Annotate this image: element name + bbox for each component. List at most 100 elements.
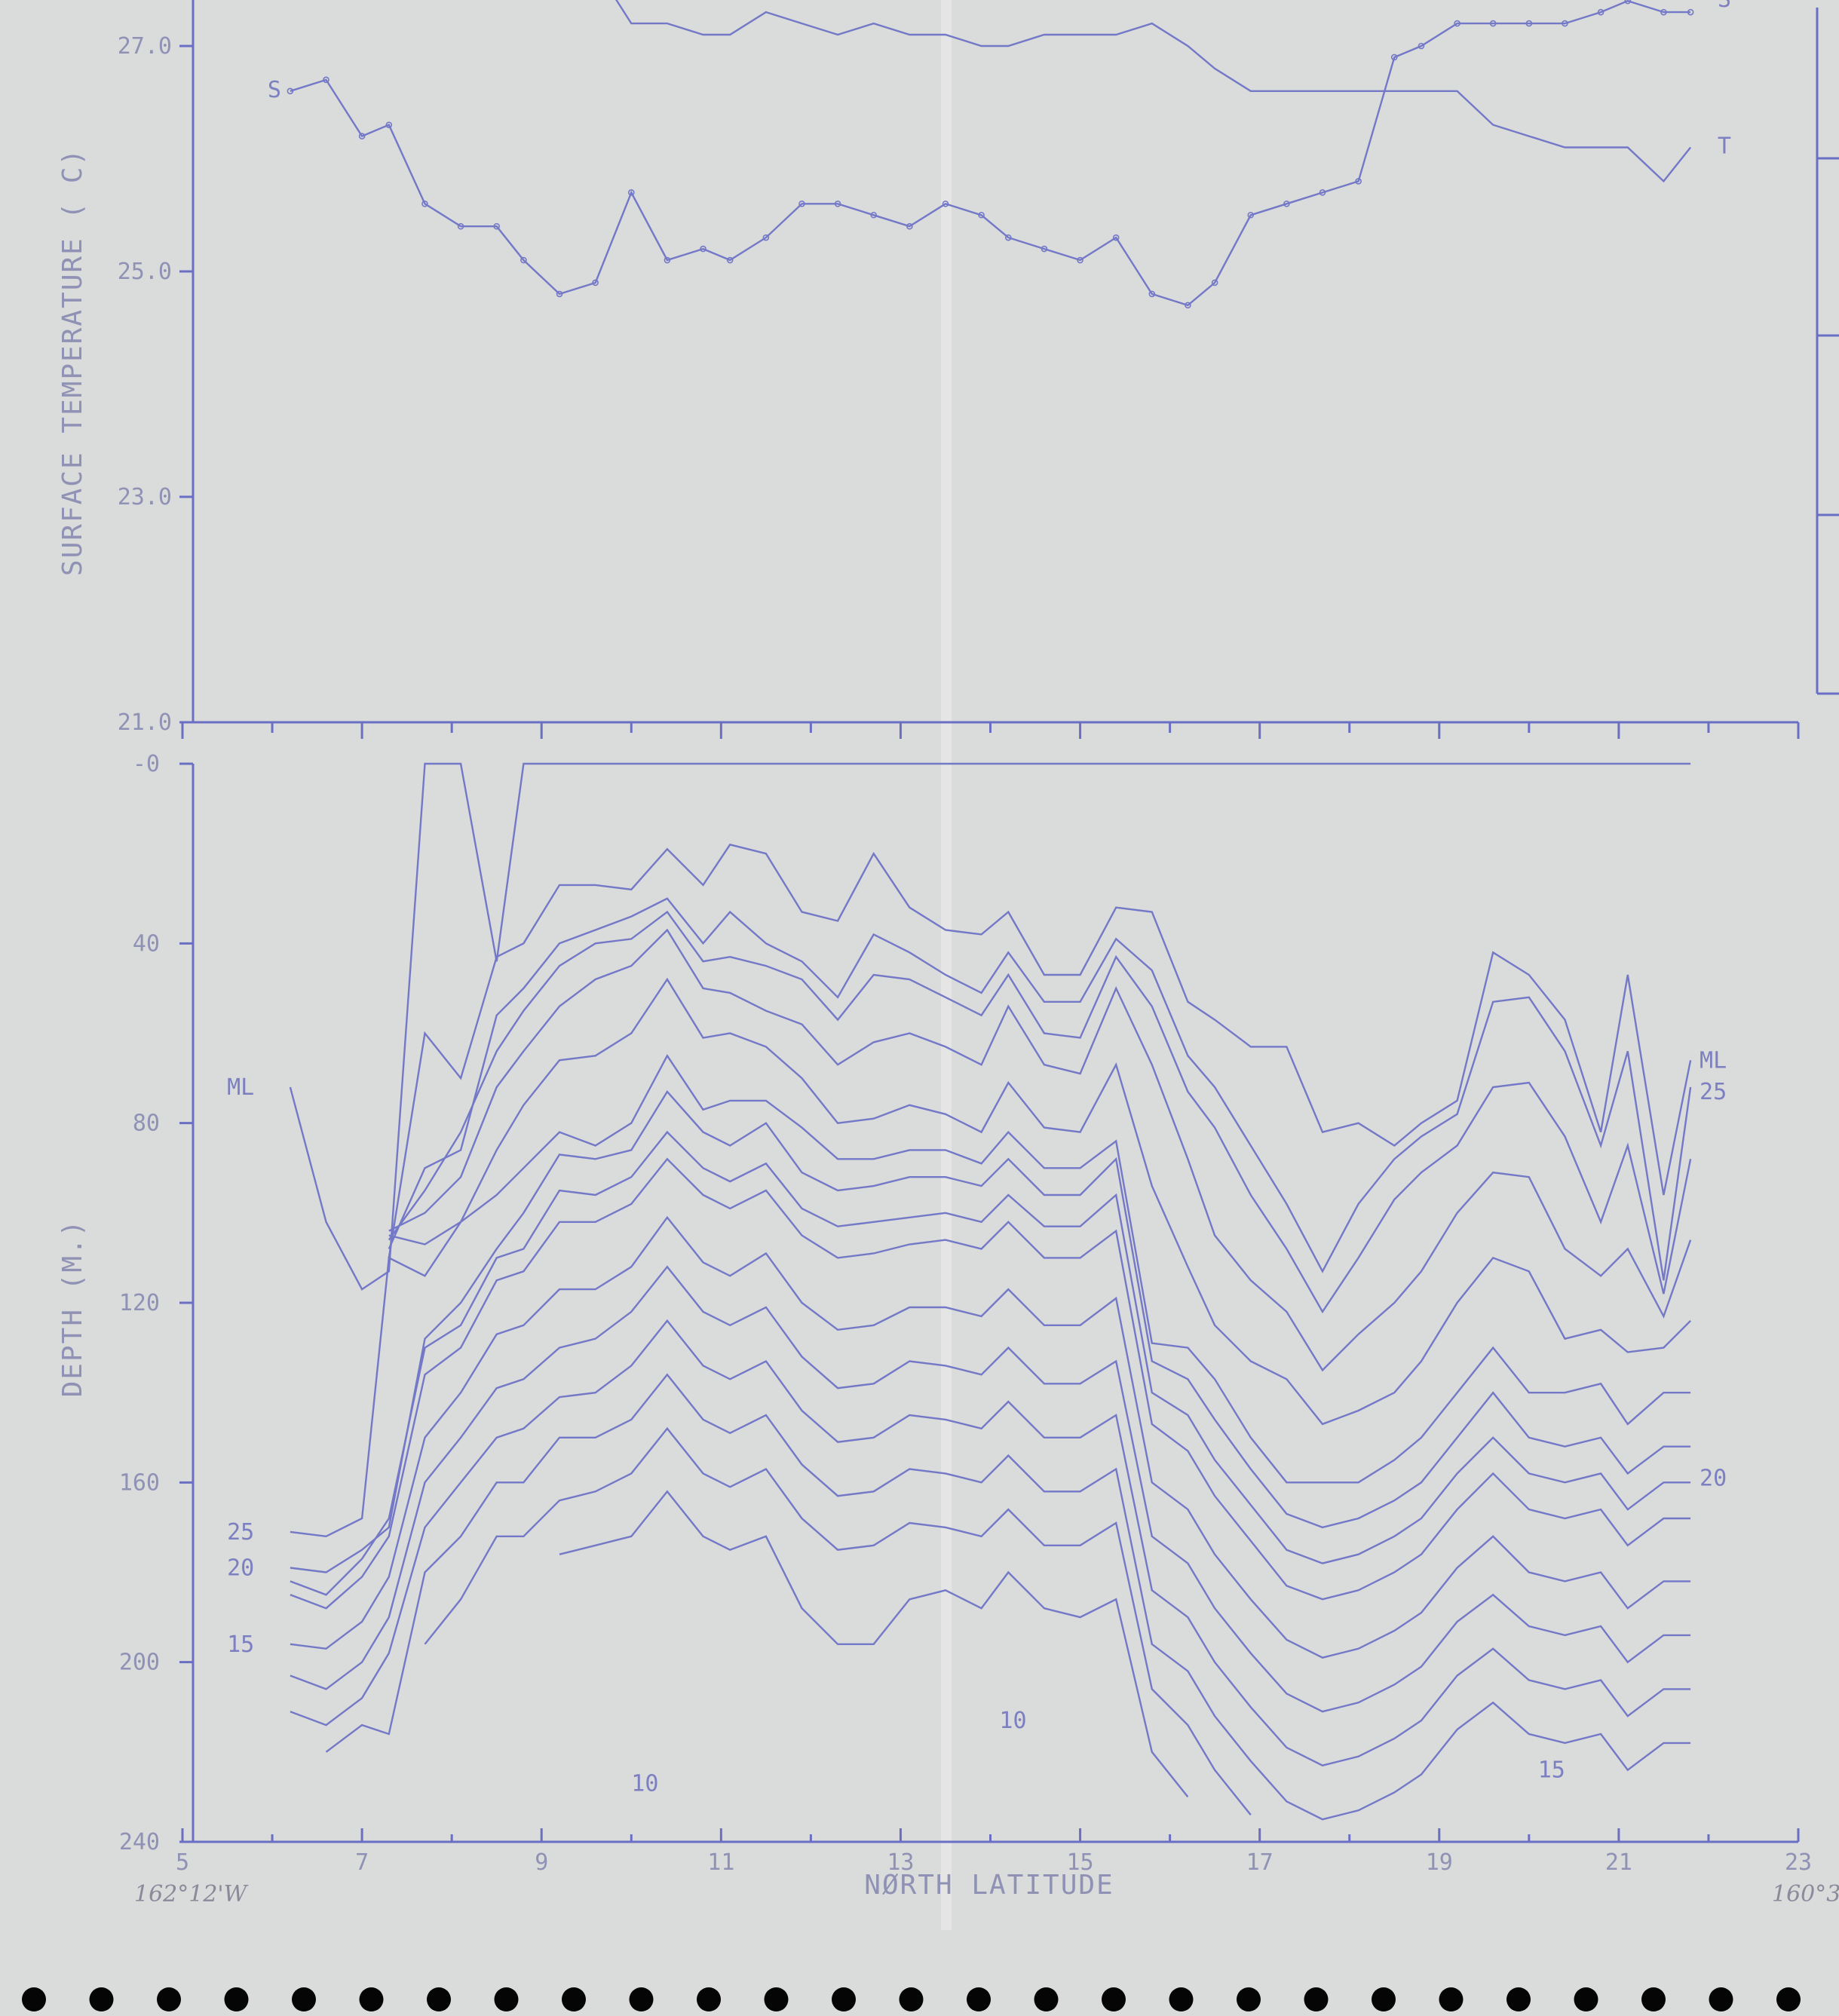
depth-y-tick-label: 160 [119, 1469, 160, 1496]
series-S-point [700, 245, 706, 253]
top-y-tick-label: 23.0 [118, 484, 172, 510]
left-longitude-note: 162°12'W [134, 1881, 249, 1907]
sprocket-hole [1709, 1987, 1733, 2011]
top-y-tick-label: 21.0 [118, 709, 172, 736]
depth-x-tick-label: 21 [1605, 1849, 1632, 1876]
series-S-point [1148, 290, 1156, 298]
sprocket-hole [764, 1987, 789, 2011]
series-S-point [627, 189, 635, 196]
series-S-point [287, 87, 294, 95]
contour-label: 25 [1700, 1079, 1727, 1105]
series-S-point [592, 279, 599, 286]
depth-y-tick-label: 80 [133, 1111, 160, 1137]
sprocket-hole [89, 1987, 114, 2011]
contour-label: 20 [227, 1555, 254, 1582]
depth-y-tick-label: 200 [119, 1650, 160, 1676]
top-series-label: S [268, 77, 281, 103]
series-S-point [798, 200, 805, 207]
series-S-point [762, 234, 770, 241]
series-S-point [1687, 8, 1694, 16]
isotherm-line [290, 1319, 1691, 1766]
series-S-point [942, 200, 949, 207]
sprocket-hole [967, 1987, 991, 2011]
top-series-label: T [1718, 133, 1731, 160]
series-S-point [1390, 54, 1398, 61]
sprocket-hole [899, 1987, 924, 2011]
contour-label: 25 [227, 1519, 254, 1546]
depth-chart: -0 40 80 120 160 200 240 5 7 9 11 13 15 17 19 21 23 DEPTH… [57, 751, 1812, 1901]
series-T-line [615, 0, 1692, 183]
sprocket-hole [157, 1987, 181, 2011]
isotherm-line [290, 1130, 1691, 1596]
series-S-point [1355, 178, 1362, 185]
isotherm-line [290, 1215, 1691, 1659]
isotherm-line [290, 1265, 1691, 1713]
depth-y-tick-label: 240 [119, 1829, 160, 1855]
contour-label: 15 [227, 1631, 254, 1658]
sprocket-hole [1574, 1987, 1598, 2011]
isotherm-line [289, 762, 1691, 1291]
series-S-point [1418, 42, 1425, 50]
isotherm-line [388, 977, 1691, 1426]
isotherm-line [325, 1373, 1691, 1821]
series-S-point [385, 121, 393, 128]
series-S-point [556, 290, 563, 298]
top-y-tick-label: 27.0 [118, 33, 172, 60]
depth-x-tick-label: 15 [1066, 1849, 1093, 1876]
right-longitude-note: 160°34 [1772, 1881, 1839, 1907]
sprocket-hole [832, 1987, 856, 2011]
contour-label: 20 [1700, 1465, 1727, 1491]
sprocket-hole [562, 1987, 586, 2011]
isotherm-line [424, 1426, 1252, 1816]
depth-x-tick-label: 9 [535, 1849, 548, 1876]
contour-label: ML [227, 1074, 254, 1101]
series-S-point [1247, 211, 1255, 219]
depth-x-tick-label: 17 [1246, 1849, 1274, 1876]
isotherm-line [388, 843, 1692, 1258]
series-S-point [1005, 234, 1012, 241]
sprocket-hole [1237, 1987, 1261, 2011]
series-S-point [493, 222, 500, 230]
series-S-point [1283, 200, 1290, 207]
sprocket-hole [697, 1987, 721, 2011]
series-S-point [1454, 20, 1460, 27]
series-S-point [1211, 279, 1218, 286]
isotherm-line [290, 1053, 1691, 1538]
isotherm-line [290, 1089, 1691, 1573]
series-S-point [726, 256, 734, 264]
series-S-point [834, 200, 841, 207]
sprocket-hole [629, 1987, 654, 2011]
sprocket-hole [427, 1987, 451, 2011]
sprocket-hole [1439, 1987, 1464, 2011]
sprocket-hole [292, 1987, 316, 2011]
series-S-point [520, 256, 527, 264]
sprocket-hole [1102, 1987, 1126, 2011]
top-y-axis-title: SURFACE TEMPERATURE ( C) [57, 148, 88, 576]
depth-y-tick-label: 40 [133, 930, 160, 957]
series-S-point [870, 211, 878, 219]
series-S-point [1319, 189, 1326, 196]
isotherm-line [559, 1490, 1189, 1798]
series-S-point [664, 256, 671, 264]
series-S-point [1489, 20, 1497, 27]
series-S-point [1562, 20, 1568, 27]
series-S-point [1185, 302, 1191, 309]
depth-x-tick-label: 19 [1426, 1849, 1453, 1876]
series-S-point [1660, 8, 1667, 16]
tractor-feed-holes [22, 1987, 1801, 2011]
depth-y-tick-label: 120 [119, 1290, 160, 1316]
depth-x-tick-label: 5 [176, 1849, 189, 1876]
isotherm-line [388, 910, 1692, 1314]
depth-x-axis-title: NØRTH LATITUDE [864, 1870, 1114, 1901]
series-S-point [906, 222, 913, 230]
depth-y-axis-title: DEPTH (M.) [57, 1219, 88, 1398]
contour-label: ML [1700, 1047, 1727, 1074]
sprocket-hole [1304, 1987, 1329, 2011]
series-S-point [358, 133, 366, 139]
series-S-line [290, 0, 1691, 307]
isotherm-line [388, 928, 1692, 1372]
top-y-tick-label: 25.0 [118, 259, 172, 285]
isotherm-line [290, 1157, 1691, 1610]
